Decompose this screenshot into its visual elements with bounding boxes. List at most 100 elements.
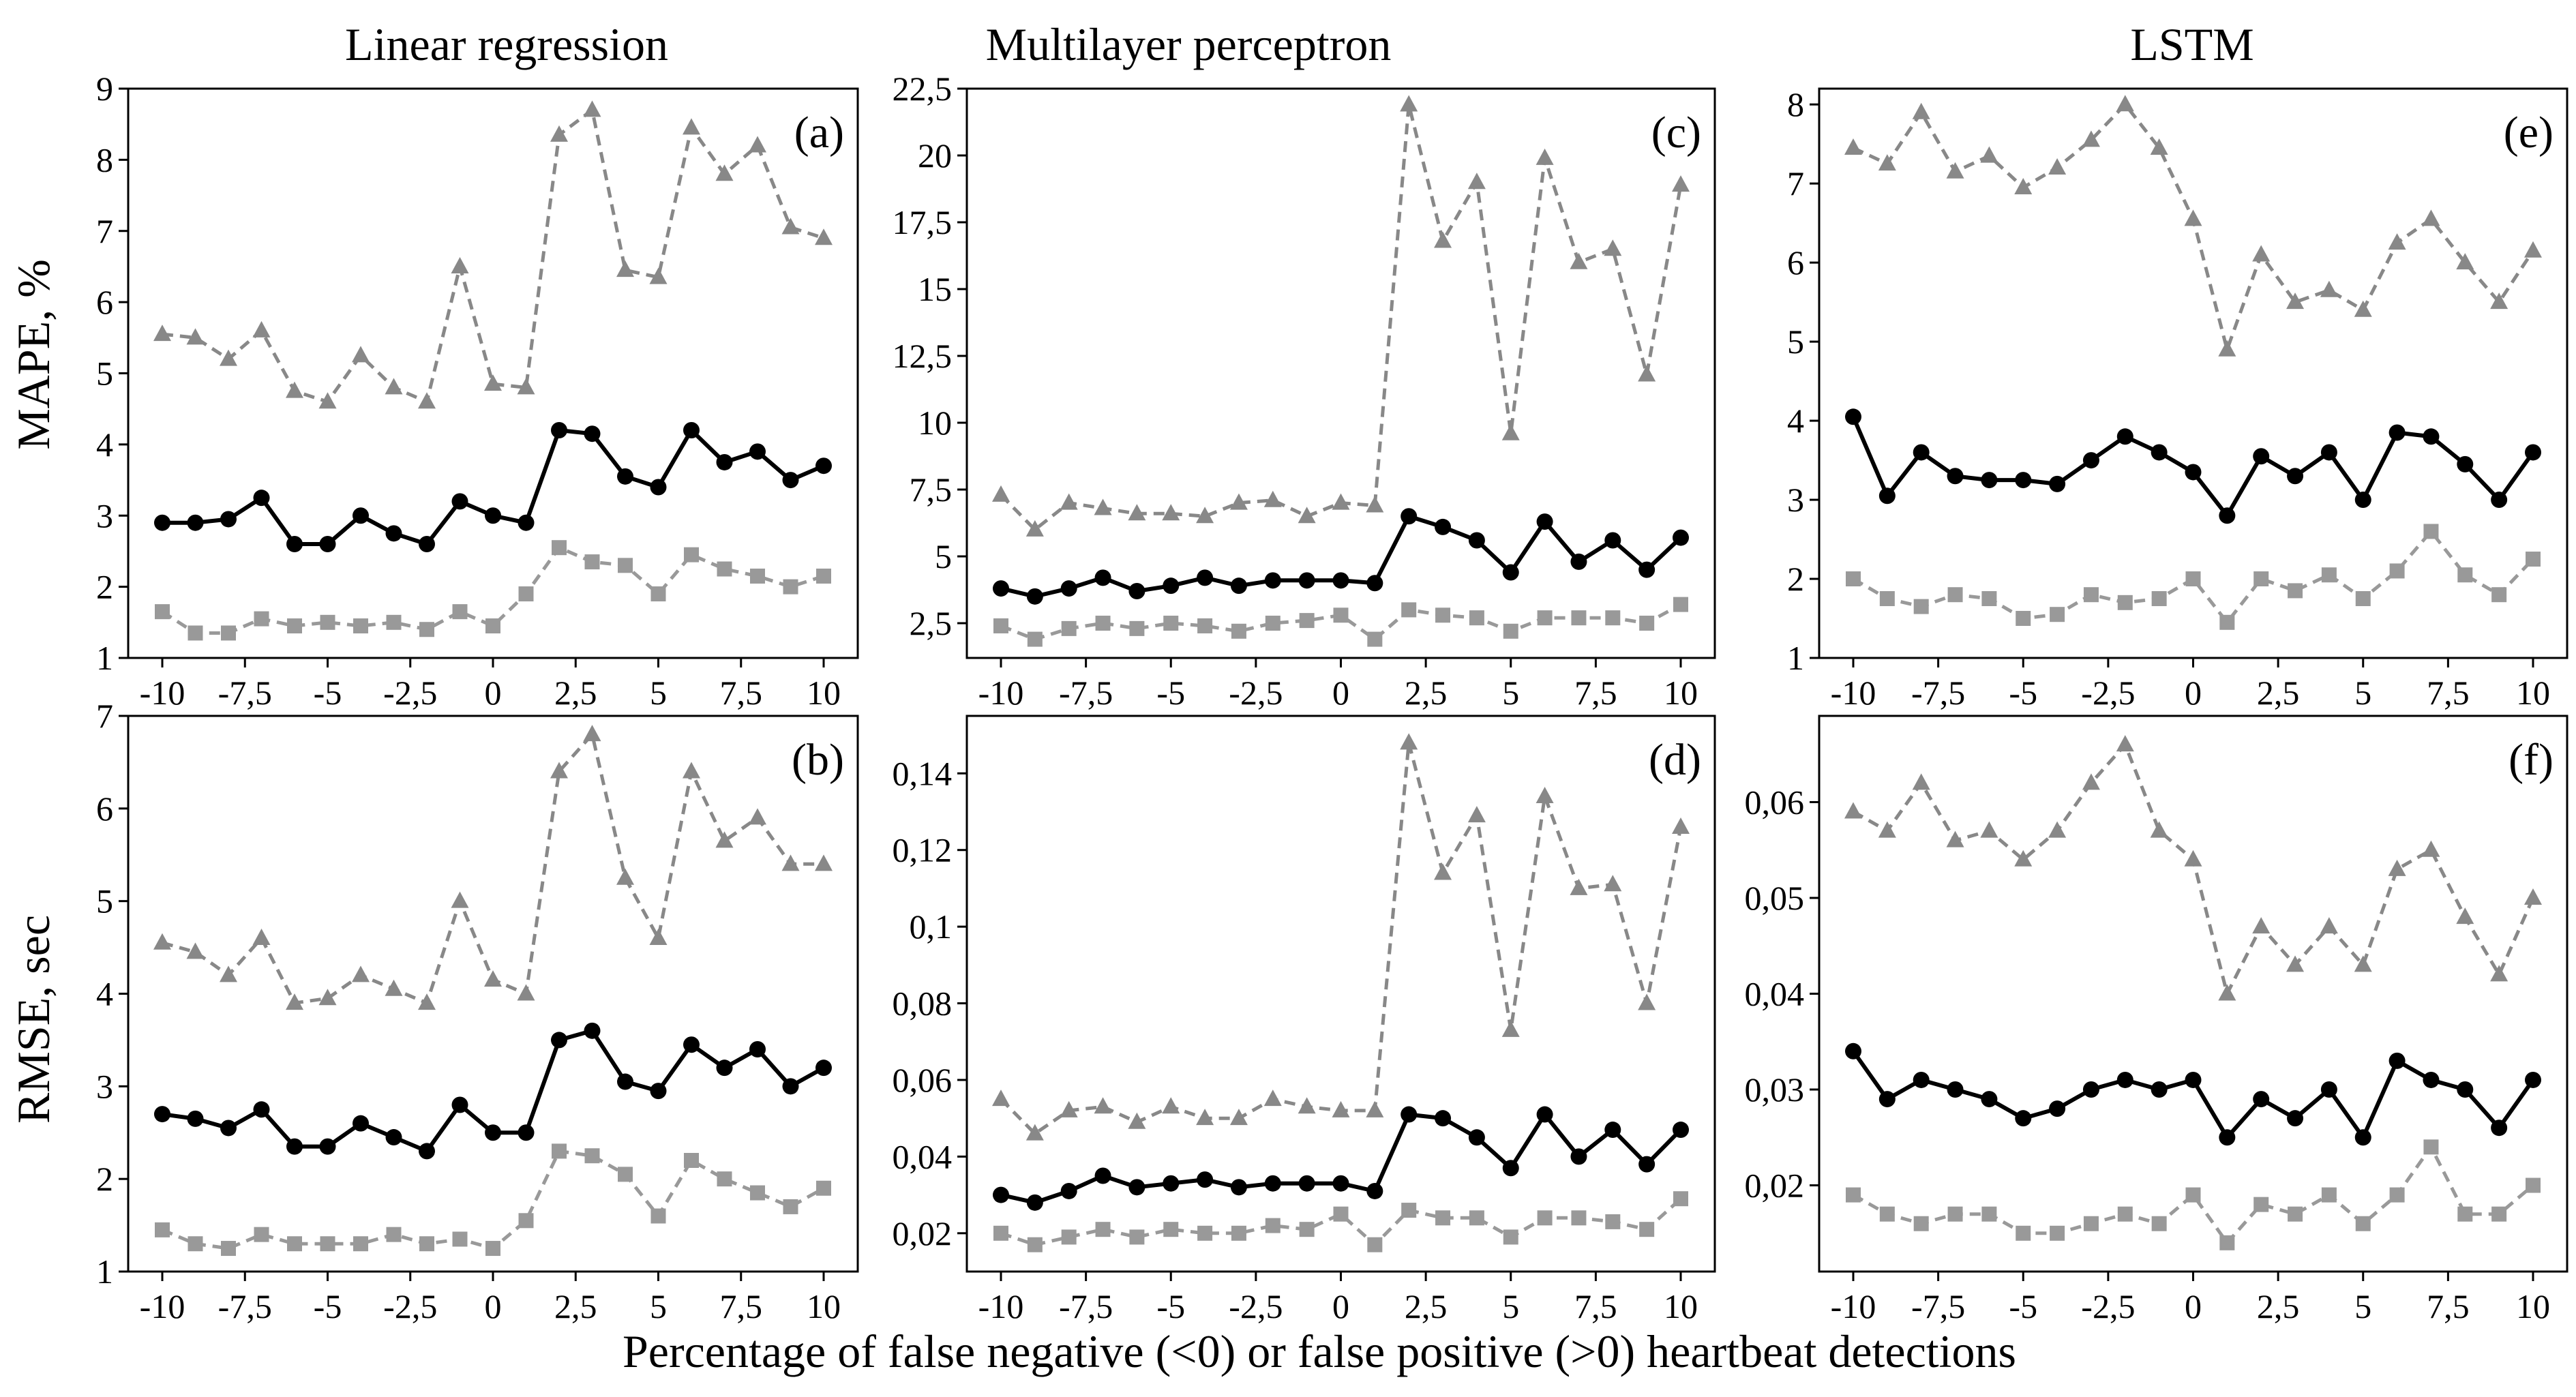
point-max	[1946, 830, 1964, 847]
point-min	[2526, 552, 2541, 567]
series-min	[1846, 524, 2541, 630]
point-max	[2150, 138, 2168, 155]
series-max	[1844, 735, 2542, 1001]
series-line-min	[161, 545, 824, 635]
point-mean	[154, 1106, 170, 1123]
point-max	[2218, 984, 2236, 1001]
y-tick-label: 0,02	[1745, 1167, 1805, 1205]
point-mean	[286, 536, 303, 552]
point-mean	[2423, 1071, 2440, 1088]
point-min	[1299, 1222, 1315, 1237]
point-mean	[1094, 569, 1111, 586]
panel-label: (d)	[1649, 735, 1701, 785]
point-max	[781, 217, 800, 235]
point-max	[1638, 993, 1656, 1010]
x-tick-label: -5	[1156, 674, 1185, 712]
point-min	[1027, 631, 1043, 647]
x-tick-label: -10	[978, 1287, 1024, 1325]
y-tick-label: 3	[96, 496, 113, 535]
series-min	[993, 597, 1688, 647]
y-tick-label: 2	[96, 1160, 113, 1198]
y-tick-label: 0,03	[1745, 1070, 1805, 1109]
point-max	[992, 485, 1010, 502]
panel-label: (e)	[2504, 108, 2553, 157]
point-mean	[1570, 553, 1587, 570]
point-min	[1639, 1222, 1655, 1237]
point-mean	[1536, 1106, 1553, 1123]
point-max	[2490, 292, 2508, 310]
point-max	[1467, 172, 1486, 190]
series-max	[992, 733, 1690, 1141]
point-mean	[1264, 1175, 1281, 1192]
point-mean	[551, 422, 567, 438]
point-max	[220, 349, 237, 366]
point-mean	[385, 1129, 402, 1146]
point-max	[715, 831, 734, 848]
point-mean	[1163, 577, 1180, 595]
point-min	[1673, 597, 1688, 612]
x-tick-label: -2,5	[1229, 1287, 1283, 1325]
point-mean	[1502, 1160, 1519, 1177]
y-tick-label: 5	[96, 882, 113, 920]
y-tick-label: 4	[1787, 402, 1804, 440]
point-max	[2456, 907, 2474, 925]
point-max	[2524, 241, 2542, 258]
point-mean	[1298, 572, 1315, 589]
point-max	[1844, 138, 1862, 155]
y-tick-label: 0,1	[910, 907, 953, 946]
y-tick-label: 15	[918, 270, 952, 308]
x-tick-label: 0	[485, 674, 502, 712]
point-max	[1878, 154, 1896, 171]
point-min	[452, 1231, 468, 1247]
point-min	[320, 614, 335, 630]
x-tick-label: -10	[1831, 1287, 1876, 1325]
series-max	[1844, 95, 2542, 357]
point-max	[153, 325, 171, 342]
point-max	[418, 392, 436, 409]
point-min	[1231, 623, 1246, 639]
point-mean	[1435, 1110, 1452, 1127]
x-tick-label: -5	[2009, 674, 2037, 712]
point-mean	[353, 1115, 369, 1132]
point-max	[2184, 209, 2202, 226]
point-max	[186, 942, 205, 959]
point-max	[352, 346, 370, 363]
point-min	[650, 586, 666, 602]
point-mean	[815, 457, 832, 475]
point-min	[993, 618, 1008, 633]
point-max	[2354, 300, 2372, 317]
point-mean	[1128, 1179, 1145, 1196]
point-max	[1672, 175, 1690, 192]
x-axis-label: Percentage of false negative (<0) or fal…	[623, 1325, 2016, 1377]
point-min	[221, 625, 236, 641]
point-mean	[815, 1060, 832, 1077]
point-max	[2286, 292, 2305, 310]
point-min	[353, 618, 368, 634]
x-tick-label: 5	[1502, 674, 1519, 712]
point-min	[188, 1236, 203, 1252]
point-max	[2354, 955, 2372, 972]
point-mean	[154, 514, 170, 531]
point-min	[353, 1236, 368, 1252]
y-tick-label: 5	[96, 355, 113, 393]
series-mean	[154, 422, 832, 552]
panel-label: (a)	[794, 108, 844, 157]
point-mean	[749, 1041, 766, 1057]
point-max	[1128, 1112, 1146, 1129]
point-min	[1197, 618, 1213, 633]
point-max	[1025, 520, 1044, 537]
point-max	[2014, 850, 2033, 867]
point-max	[1196, 1109, 1214, 1126]
col-title-lstm: LSTM	[2130, 18, 2253, 70]
point-mean	[2185, 1071, 2202, 1088]
point-max	[2388, 233, 2406, 250]
y-tick-label: 0,08	[893, 985, 953, 1023]
point-max	[1912, 102, 1930, 119]
point-mean	[2354, 492, 2371, 509]
y-tick-label: 0,06	[1745, 783, 1805, 821]
point-max	[1025, 1124, 1044, 1141]
series-line-max	[1000, 740, 1683, 1136]
point-min	[816, 1180, 831, 1196]
point-mean	[2219, 507, 2236, 524]
point-min	[1879, 591, 1895, 607]
